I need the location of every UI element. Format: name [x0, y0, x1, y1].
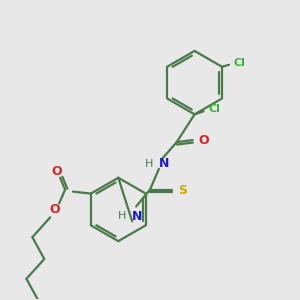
Text: O: O [52, 165, 62, 178]
Text: Cl: Cl [208, 104, 220, 114]
Text: O: O [50, 203, 61, 216]
Text: Cl: Cl [234, 58, 246, 68]
Text: H: H [145, 159, 153, 169]
Text: H: H [118, 212, 126, 221]
Text: O: O [199, 134, 209, 147]
Text: N: N [159, 158, 169, 170]
Text: S: S [178, 184, 187, 197]
Text: N: N [132, 210, 142, 223]
